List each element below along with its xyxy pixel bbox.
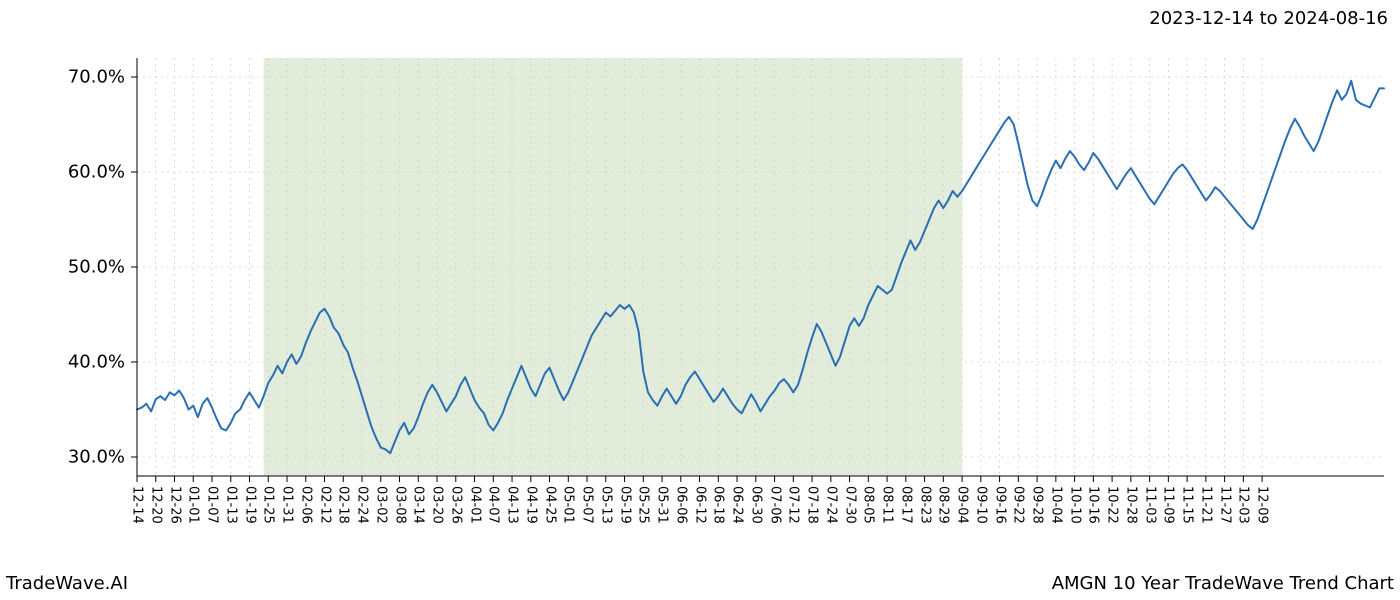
x-tick-label: 08-29 bbox=[936, 486, 951, 524]
x-tick-label: 09-28 bbox=[1030, 486, 1045, 524]
x-tick-label: 08-17 bbox=[898, 486, 913, 524]
x-tick-label: 12-14 bbox=[130, 486, 145, 524]
x-tick-label: 01-19 bbox=[242, 486, 257, 524]
x-tick-label: 02-06 bbox=[298, 486, 313, 524]
x-tick-label: 08-23 bbox=[917, 486, 932, 524]
x-tick-label: 05-01 bbox=[561, 486, 576, 524]
x-tick-label: 11-03 bbox=[1142, 486, 1157, 524]
x-tick-label: 02-12 bbox=[317, 486, 332, 524]
x-tick-label: 06-24 bbox=[730, 486, 745, 524]
y-tick-label: 50.0% bbox=[0, 257, 125, 278]
x-tick-label: 11-09 bbox=[1161, 486, 1176, 524]
x-tick-label: 04-01 bbox=[467, 486, 482, 524]
x-tick-label: 03-02 bbox=[373, 486, 388, 524]
x-tick-label: 01-01 bbox=[186, 486, 201, 524]
y-tick-label: 40.0% bbox=[0, 352, 125, 373]
x-tick-label: 12-09 bbox=[1255, 486, 1270, 524]
x-tick-label: 11-27 bbox=[1217, 486, 1232, 524]
x-tick-label: 01-07 bbox=[205, 486, 220, 524]
x-tick-label: 07-18 bbox=[805, 486, 820, 524]
y-tick-label: 70.0% bbox=[0, 67, 125, 88]
x-tick-label: 03-26 bbox=[448, 486, 463, 524]
x-tick-label: 03-14 bbox=[411, 486, 426, 524]
x-tick-label: 06-30 bbox=[748, 486, 763, 524]
x-tick-label: 09-16 bbox=[992, 486, 1007, 524]
x-tick-label: 09-10 bbox=[973, 486, 988, 524]
x-tick-label: 10-28 bbox=[1123, 486, 1138, 524]
x-tick-label: 05-19 bbox=[617, 486, 632, 524]
x-tick-label: 04-13 bbox=[505, 486, 520, 524]
x-tick-label: 07-06 bbox=[767, 486, 782, 524]
y-tick-label: 60.0% bbox=[0, 162, 125, 183]
x-tick-label: 05-25 bbox=[636, 486, 651, 524]
x-tick-label: 08-05 bbox=[861, 486, 876, 524]
x-tick-label: 07-30 bbox=[842, 486, 857, 524]
x-tick-label: 03-20 bbox=[430, 486, 445, 524]
x-tick-label: 09-22 bbox=[1011, 486, 1026, 524]
x-tick-label: 12-26 bbox=[167, 486, 182, 524]
x-tick-label: 04-07 bbox=[486, 486, 501, 524]
x-tick-label: 02-24 bbox=[355, 486, 370, 524]
x-tick-label: 06-18 bbox=[711, 486, 726, 524]
x-tick-label: 08-11 bbox=[880, 486, 895, 524]
x-tick-label: 12-20 bbox=[148, 486, 163, 524]
x-tick-label: 09-04 bbox=[955, 486, 970, 524]
x-tick-label: 05-31 bbox=[655, 486, 670, 524]
x-tick-label: 07-12 bbox=[786, 486, 801, 524]
x-tick-label: 01-31 bbox=[280, 486, 295, 524]
x-tick-label: 01-25 bbox=[261, 486, 276, 524]
y-tick-label: 30.0% bbox=[0, 447, 125, 468]
x-tick-label: 10-10 bbox=[1067, 486, 1082, 524]
x-tick-label: 04-19 bbox=[523, 486, 538, 524]
x-tick-label: 05-13 bbox=[598, 486, 613, 524]
x-tick-label: 02-18 bbox=[336, 486, 351, 524]
x-tick-label: 06-06 bbox=[673, 486, 688, 524]
chart-container: { "header": { "date_range": "2023-12-14 … bbox=[0, 0, 1400, 600]
x-tick-label: 06-12 bbox=[692, 486, 707, 524]
x-tick-label: 11-21 bbox=[1198, 486, 1213, 524]
x-tick-label: 10-22 bbox=[1105, 486, 1120, 524]
x-tick-label: 11-15 bbox=[1180, 486, 1195, 524]
x-tick-label: 10-04 bbox=[1048, 486, 1063, 524]
x-tick-label: 10-16 bbox=[1086, 486, 1101, 524]
x-tick-label: 12-03 bbox=[1236, 486, 1251, 524]
x-tick-label: 03-08 bbox=[392, 486, 407, 524]
x-tick-label: 04-25 bbox=[542, 486, 557, 524]
x-tick-label: 07-24 bbox=[823, 486, 838, 524]
x-tick-label: 01-13 bbox=[223, 486, 238, 524]
x-tick-label: 05-07 bbox=[580, 486, 595, 524]
